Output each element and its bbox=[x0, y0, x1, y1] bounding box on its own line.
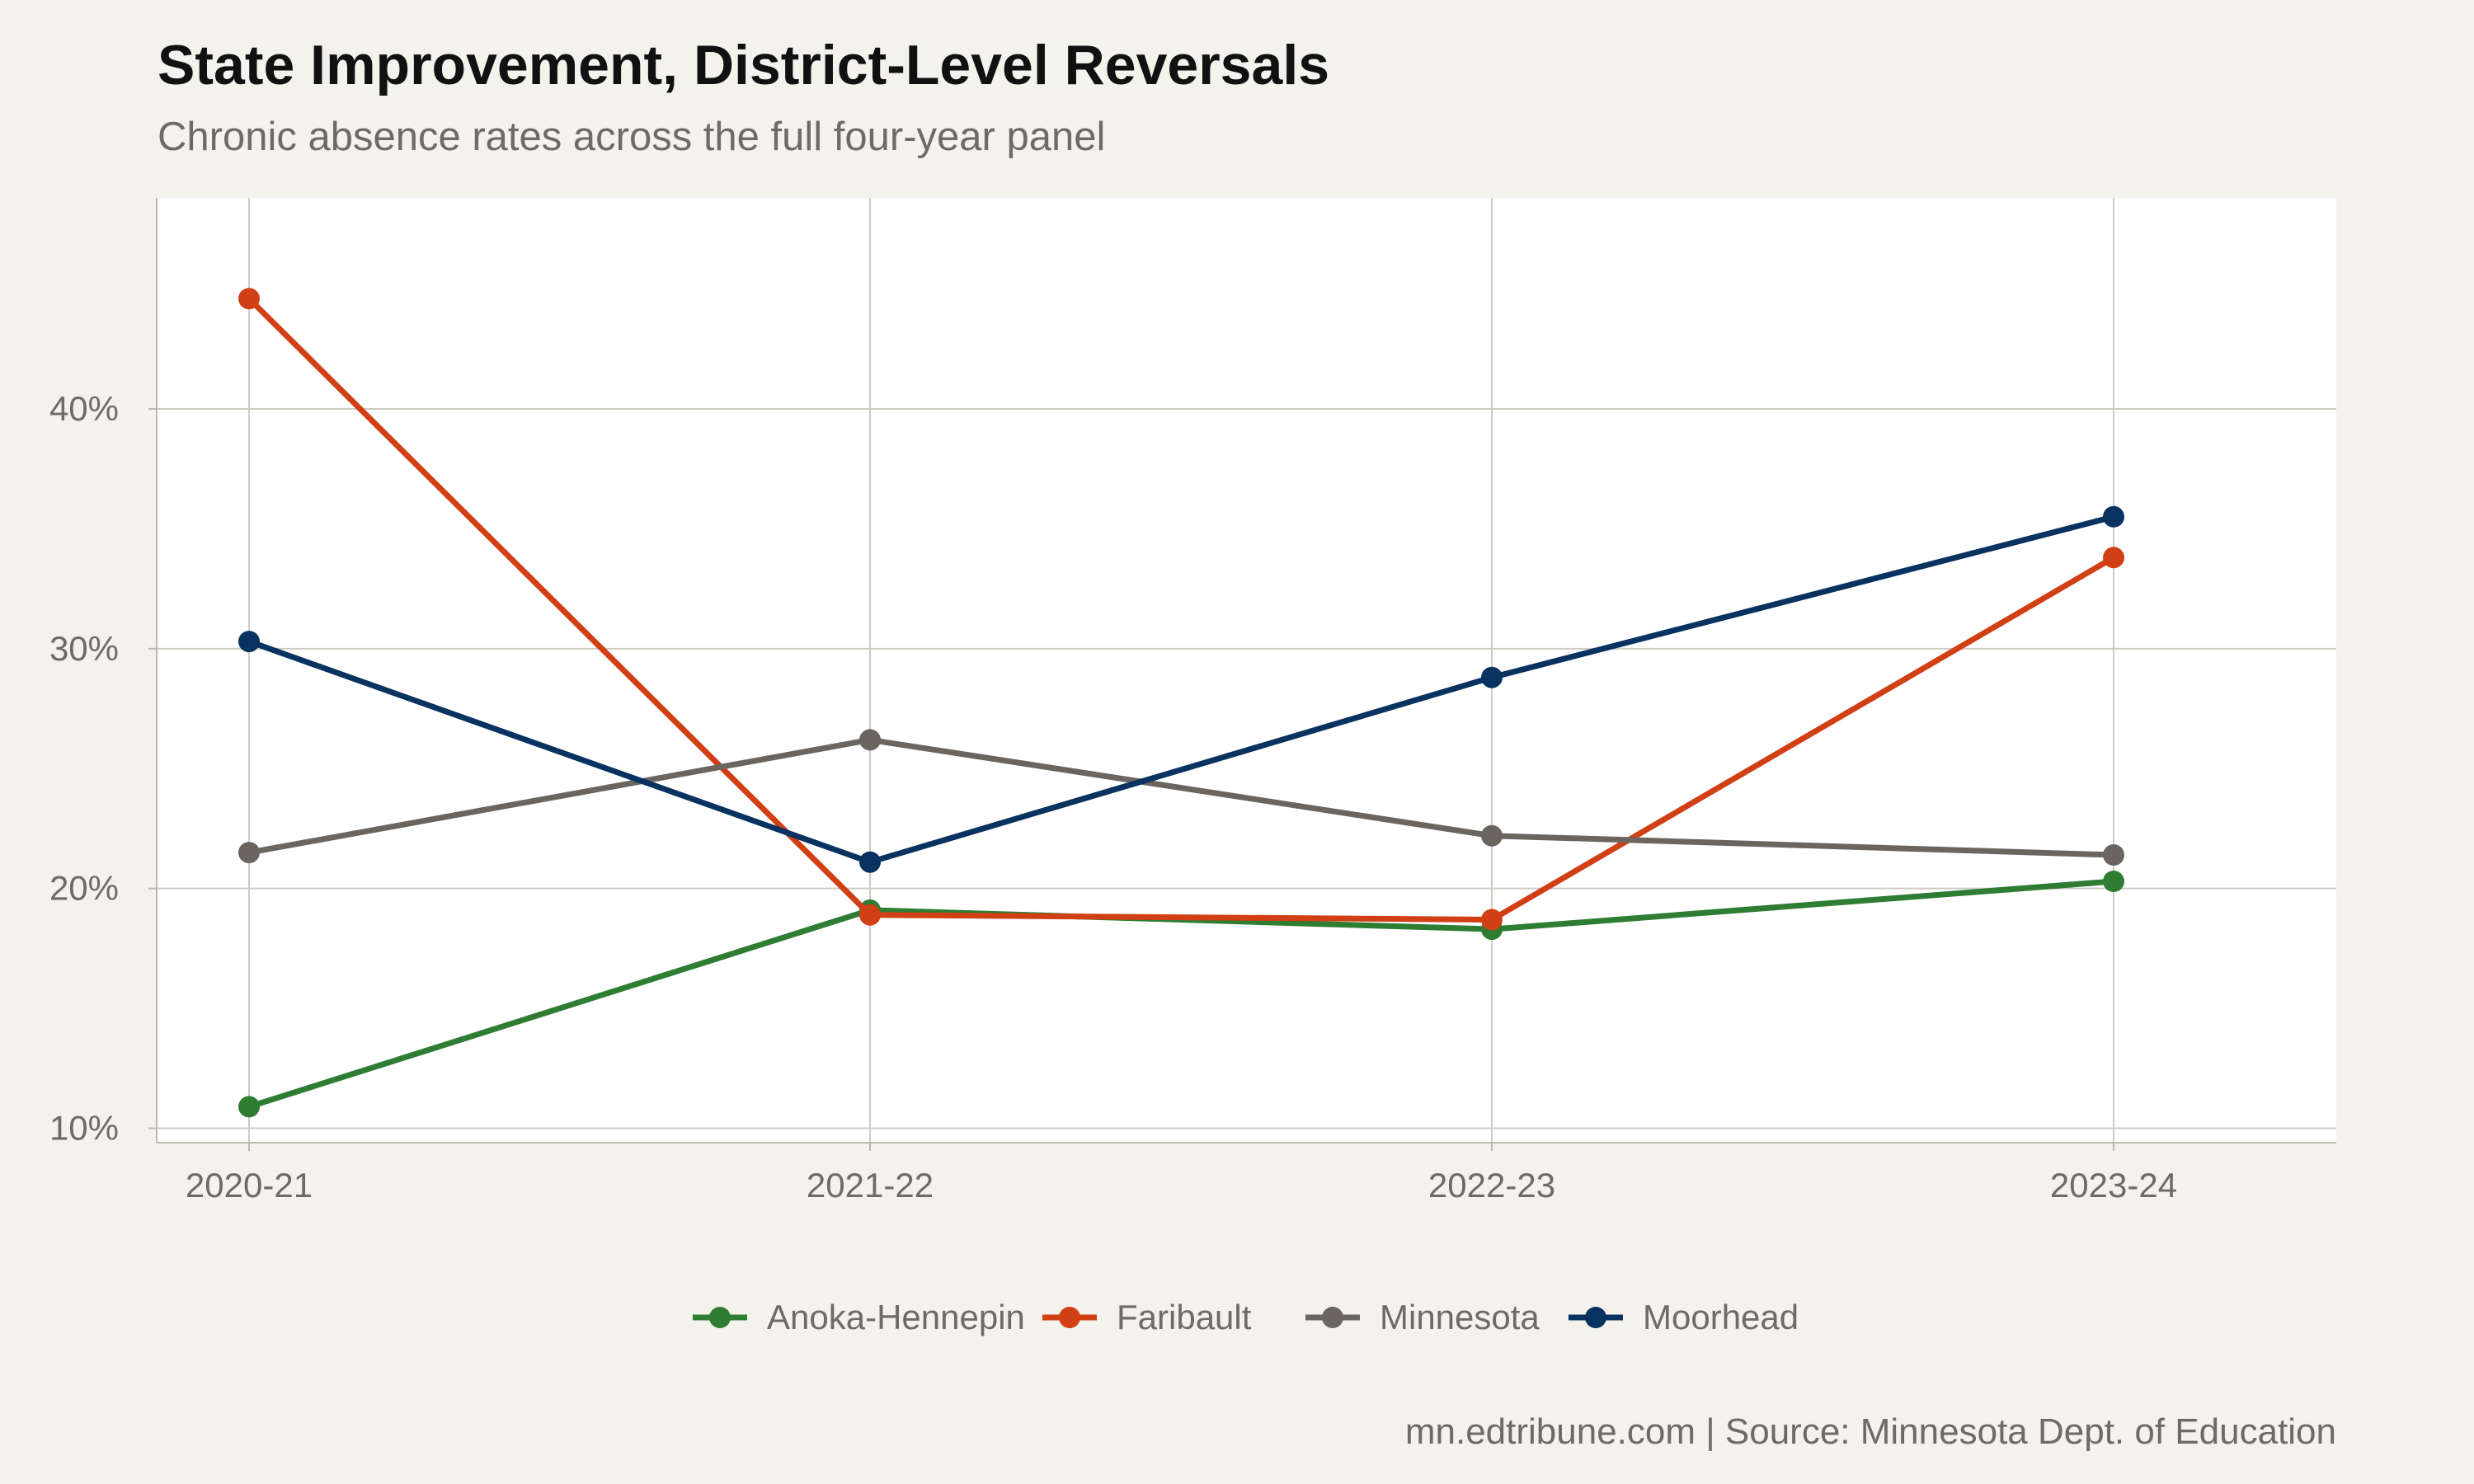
data-point-moorhead bbox=[2103, 505, 2124, 528]
legend-item-moorhead: Moorhead bbox=[1569, 1298, 1799, 1336]
data-point-minnesota bbox=[1481, 824, 1503, 847]
data-point-moorhead bbox=[859, 851, 881, 873]
series-line-faribault bbox=[246, 295, 2117, 923]
legend-item-faribault: Faribault bbox=[1042, 1298, 1252, 1336]
legend-key-point bbox=[1322, 1307, 1343, 1328]
x-tick-label: 2020-21 bbox=[186, 1166, 313, 1205]
data-point-moorhead bbox=[1481, 666, 1503, 688]
data-point-faribault bbox=[1481, 909, 1503, 931]
x-tick-label: 2023-24 bbox=[2050, 1166, 2177, 1205]
x-tick-label: 2021-22 bbox=[807, 1166, 934, 1205]
data-point-faribault bbox=[238, 288, 260, 310]
plot-panel bbox=[157, 198, 2336, 1143]
legend-label: Moorhead bbox=[1643, 1298, 1799, 1336]
series-faribault bbox=[238, 288, 2124, 931]
data-point-anoka-hennepin bbox=[2103, 871, 2124, 892]
chart-title: State Improvement, District-Level Revers… bbox=[158, 34, 1330, 96]
legend-item-anoka-hennepin: Anoka-Hennepin bbox=[693, 1298, 1025, 1336]
data-point-faribault bbox=[859, 904, 881, 926]
series-line-moorhead bbox=[246, 514, 2117, 866]
source-caption: mn.edtribune.com | Source: Minnesota Dep… bbox=[1404, 1411, 2336, 1452]
legend-label: Faribault bbox=[1117, 1298, 1252, 1336]
series-moorhead bbox=[238, 505, 2124, 873]
y-tick-label: 40% bbox=[49, 389, 119, 428]
chart-subtitle: Chronic absence rates across the full fo… bbox=[158, 115, 1106, 159]
legend-key-point bbox=[1585, 1307, 1606, 1328]
x-tick-label: 2022-23 bbox=[1428, 1166, 1555, 1205]
data-point-minnesota bbox=[859, 729, 881, 751]
legend-key-point bbox=[1059, 1307, 1080, 1328]
y-tick-label: 20% bbox=[49, 869, 119, 908]
data-point-moorhead bbox=[238, 631, 260, 653]
legend-label: Minnesota bbox=[1380, 1298, 1540, 1336]
data-point-faribault bbox=[2103, 547, 2124, 569]
y-tick-label: 10% bbox=[49, 1109, 119, 1148]
series-minnesota bbox=[238, 729, 2124, 866]
data-point-minnesota bbox=[238, 842, 260, 864]
series-line-minnesota bbox=[246, 736, 2117, 858]
legend-key-point bbox=[709, 1307, 731, 1328]
legend: Anoka-Hennepin Faribault Minnesota Moorhead bbox=[693, 1298, 1799, 1336]
data-point-anoka-hennepin bbox=[238, 1096, 260, 1118]
data-point-minnesota bbox=[2103, 844, 2124, 866]
legend-label: Anoka-Hennepin bbox=[767, 1298, 1025, 1336]
legend-item-minnesota: Minnesota bbox=[1305, 1298, 1540, 1336]
y-tick-label: 30% bbox=[49, 629, 119, 668]
